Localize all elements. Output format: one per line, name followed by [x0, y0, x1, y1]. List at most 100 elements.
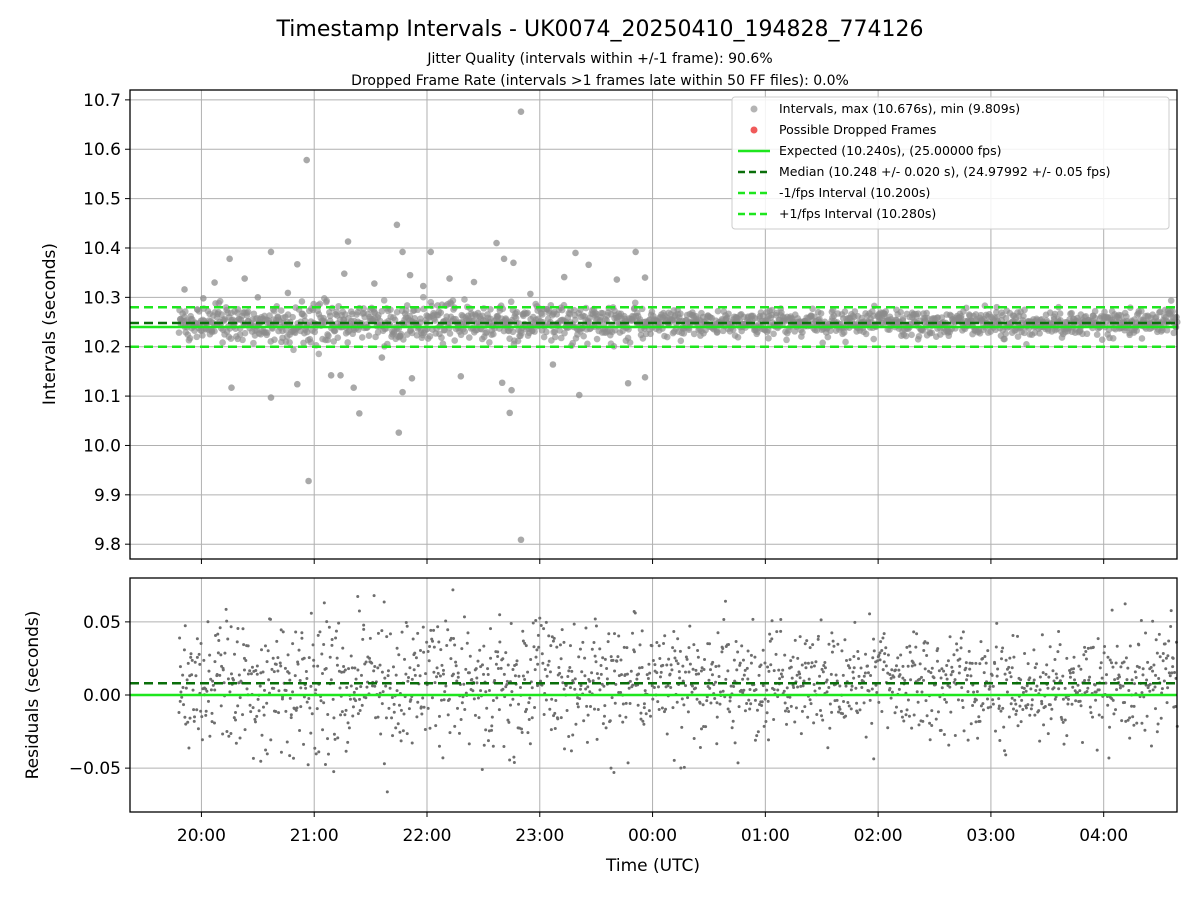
residual-point	[614, 682, 618, 686]
interval-point	[571, 316, 579, 324]
residual-point	[595, 672, 599, 676]
residual-point	[1091, 715, 1095, 719]
residual-point	[912, 713, 916, 717]
residual-point	[582, 719, 586, 723]
residual-point	[234, 718, 238, 722]
residual-point	[253, 720, 257, 724]
residual-point	[1167, 671, 1171, 675]
residual-point	[284, 709, 288, 713]
residual-point	[1009, 702, 1013, 706]
residual-point	[237, 673, 241, 677]
residual-point	[565, 709, 569, 713]
residual-point	[353, 666, 357, 670]
residual-point	[192, 708, 196, 712]
chart-subtitle-jitter: Jitter Quality (intervals within +/-1 fr…	[426, 51, 772, 67]
residual-point	[618, 714, 622, 718]
residual-point	[883, 652, 887, 656]
residual-point	[927, 669, 931, 673]
residual-point	[451, 672, 455, 676]
residual-point	[568, 686, 572, 690]
residual-point	[480, 663, 484, 667]
residual-point	[657, 644, 661, 648]
residual-point	[741, 691, 745, 695]
residual-point	[1146, 660, 1150, 664]
residual-point	[708, 642, 712, 646]
residual-point	[262, 688, 266, 692]
residual-point	[853, 620, 857, 624]
residual-point	[897, 668, 901, 672]
residual-point	[349, 684, 353, 688]
residual-point	[209, 677, 213, 681]
residual-point	[911, 661, 915, 665]
residual-point	[233, 710, 237, 714]
interval-point	[244, 308, 252, 316]
interval-outlier-point	[305, 477, 312, 485]
residual-point	[1141, 667, 1145, 671]
interval-point	[218, 311, 225, 318]
residual-point	[556, 717, 560, 721]
residual-point	[593, 707, 597, 711]
residual-point	[221, 732, 225, 736]
residual-point	[182, 703, 186, 707]
interval-point	[593, 335, 601, 343]
residual-point	[298, 679, 302, 683]
residual-point	[449, 657, 453, 661]
residual-point	[399, 739, 403, 743]
residual-point	[421, 696, 425, 700]
residual-point	[397, 703, 401, 707]
residual-point	[813, 689, 817, 693]
residual-point	[704, 725, 708, 729]
residual-point	[386, 669, 390, 673]
residual-point	[325, 620, 329, 624]
residual-point	[388, 686, 392, 690]
interval-outlier-point	[293, 380, 301, 388]
interval-point	[882, 308, 890, 315]
residual-point	[486, 739, 490, 743]
top-y-tick-label: 10.7	[83, 91, 121, 111]
residual-point	[496, 654, 500, 658]
residual-point	[781, 668, 785, 672]
residual-point	[523, 678, 527, 682]
residual-point	[601, 656, 605, 660]
residual-point	[484, 728, 488, 732]
residual-point	[343, 668, 347, 672]
residual-point	[761, 684, 765, 688]
residual-point	[886, 726, 890, 730]
residual-point	[1032, 678, 1036, 682]
residual-point	[360, 703, 364, 707]
residual-point	[939, 676, 943, 680]
residual-point	[1029, 687, 1033, 691]
residual-point	[680, 697, 684, 701]
residual-point	[491, 699, 495, 703]
residual-point	[1087, 678, 1091, 682]
interval-outlier-point	[641, 374, 649, 381]
residual-point	[384, 684, 388, 688]
residual-point	[1161, 652, 1165, 656]
interval-outlier-point	[228, 384, 235, 391]
residual-point	[672, 629, 676, 633]
residual-point	[413, 651, 417, 655]
residual-point	[904, 713, 908, 717]
residual-point	[467, 742, 471, 746]
residual-point	[846, 700, 850, 704]
interval-outlier-point	[575, 391, 583, 399]
interval-point	[431, 317, 439, 324]
residual-point	[1019, 678, 1023, 682]
residual-point	[711, 660, 715, 664]
residual-point	[611, 658, 615, 662]
residual-point	[1171, 656, 1175, 660]
residual-point	[482, 743, 486, 747]
residual-point	[453, 643, 457, 647]
residual-point	[1058, 643, 1062, 647]
residual-point	[717, 675, 721, 679]
residual-point	[189, 652, 193, 656]
residual-point	[1155, 730, 1159, 734]
residual-point	[724, 677, 728, 681]
residual-point	[349, 654, 353, 658]
residual-point	[995, 674, 999, 678]
residual-point	[1038, 739, 1042, 743]
residual-point	[206, 699, 210, 703]
residual-point	[995, 621, 999, 625]
residual-point	[1152, 663, 1156, 667]
